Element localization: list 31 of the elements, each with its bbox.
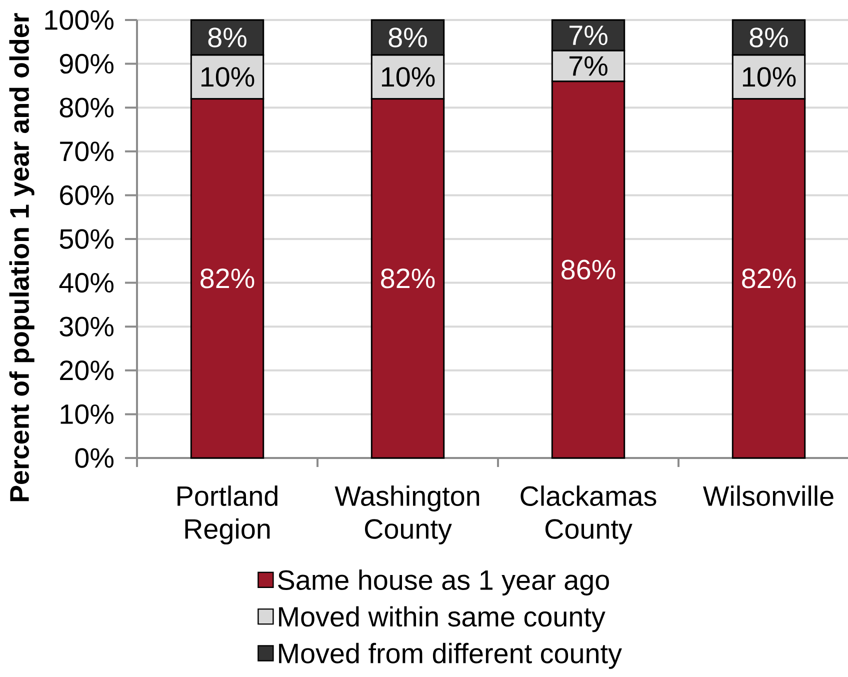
y-tick-label: 40%: [59, 272, 114, 293]
data-label: 8%: [388, 28, 427, 48]
data-label: 7%: [570, 26, 608, 46]
y-tick-label: 100%: [45, 10, 114, 30]
y-tick-label: 80%: [60, 98, 114, 118]
data-label: 82%: [742, 268, 796, 288]
data-label: 8%: [208, 28, 246, 48]
x-tick-label: Washington County: [334, 486, 480, 544]
y-tick-label: 30%: [60, 316, 114, 336]
legend-label: Moved within same county: [279, 606, 606, 632]
x-tick-label: Clackamas County: [520, 486, 656, 544]
data-label: 10%: [382, 67, 435, 87]
y-tick-label: 20%: [60, 360, 114, 380]
data-label: 7%: [570, 56, 608, 76]
y-tick-label: 0%: [75, 448, 114, 468]
data-label: 82%: [381, 268, 435, 288]
y-tick-label: 90%: [60, 54, 114, 74]
data-label: 10%: [742, 67, 796, 87]
y-tick-label: 60%: [60, 185, 114, 206]
y-tick-label: 70%: [60, 142, 114, 162]
data-label: 86%: [562, 260, 616, 280]
legend-label: Moved from different county: [279, 642, 622, 669]
x-tick-label: Wilsonville: [703, 486, 834, 506]
data-label: 82%: [200, 268, 254, 288]
y-axis-title: Percent of population 1 year and older: [9, 13, 34, 502]
data-label: 10%: [201, 67, 254, 87]
x-tick-label: Portland Region: [178, 486, 278, 544]
y-tick-label: 50%: [60, 229, 114, 249]
data-label: 8%: [750, 28, 788, 48]
y-tick-label: 10%: [60, 404, 114, 424]
legend-label: Same house as 1 year ago: [278, 570, 609, 596]
